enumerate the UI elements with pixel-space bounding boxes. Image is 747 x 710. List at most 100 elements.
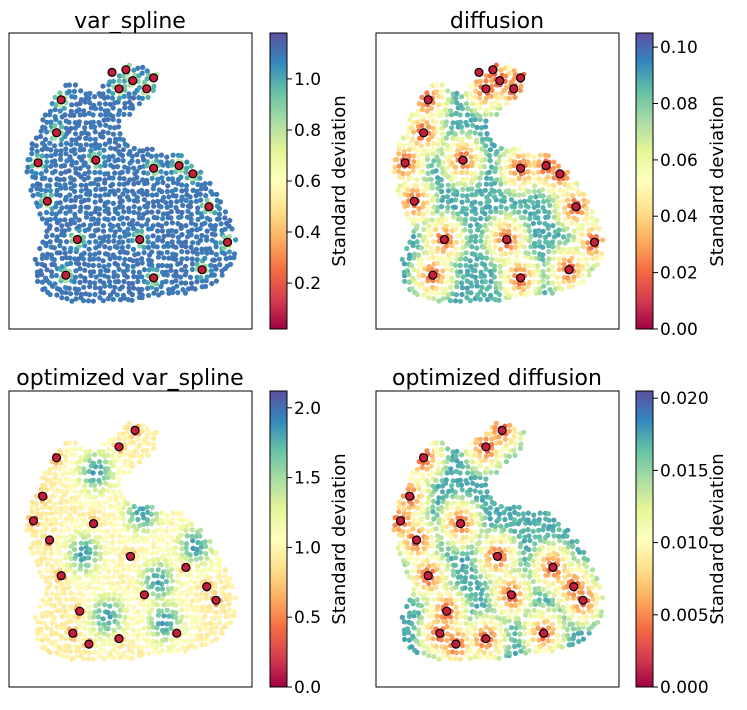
data-point [444,100,450,107]
data-point [90,620,96,627]
data-point [69,162,75,168]
data-point [139,545,145,552]
data-point [486,152,493,159]
data-point [178,638,184,644]
data-point [80,614,86,620]
data-point [97,295,103,301]
data-point [525,152,532,158]
data-point [202,220,208,226]
data-point [396,163,402,169]
data-point [105,609,111,616]
data-point [140,535,146,541]
data-point [29,146,35,152]
data-point [35,636,41,643]
data-point [110,533,116,539]
data-point [192,644,198,650]
data-point [493,231,499,237]
data-point [37,182,43,188]
data-point [126,91,132,97]
data-point [145,528,151,534]
data-point [473,233,479,240]
data-point [546,182,552,188]
data-point [115,569,121,575]
data-point [124,608,130,614]
data-point [82,171,88,177]
data-point [218,221,224,227]
data-point [81,153,87,159]
data-point [92,169,98,176]
panel-title: diffusion [450,9,544,34]
data-point [131,165,137,171]
data-point [487,147,493,153]
data-point [212,210,218,216]
data-point [63,146,69,152]
data-point [51,245,58,251]
data-point [139,223,145,229]
data-point [136,210,142,217]
data-point [396,146,402,152]
data-point [154,602,160,608]
data-point [198,211,204,217]
data-point [73,268,79,274]
data-point [111,233,117,239]
data-point [496,158,502,164]
data-point [486,284,492,290]
data-point [141,602,147,609]
data-point [39,153,45,159]
data-point [496,102,502,108]
data-point [92,527,98,534]
data-point [449,267,455,273]
data-point [203,543,209,550]
data-point [54,584,60,591]
data-point [506,223,512,229]
data-point [583,216,589,222]
data-point [29,526,35,533]
data-point [450,291,456,297]
data-point [211,630,217,636]
data-point [434,192,440,198]
data-point [173,256,179,263]
data-point [460,239,466,245]
data-point [63,140,70,146]
data-point [532,176,539,182]
data-point [478,238,484,244]
data-point [419,114,425,120]
data-point [146,267,152,273]
data-point [144,535,150,541]
data-point [448,108,454,114]
data-point [468,147,474,153]
data-point [448,222,454,228]
data-point [136,269,142,275]
data-point [440,141,446,147]
data-point [208,189,214,195]
data-point [76,243,82,249]
data-point [119,527,125,533]
data-point [440,166,446,172]
data-point [491,267,497,273]
data-point [520,153,527,159]
data-point [400,135,406,141]
data-point [100,228,107,234]
data-point [458,102,464,108]
data-point [110,511,116,517]
data-point [406,153,412,159]
data-point [467,228,474,234]
data-point [139,95,145,101]
data-point [430,140,437,146]
data-point [68,142,74,148]
data-point [513,267,519,273]
data-point [69,137,75,143]
data-point [170,510,176,516]
data-point [212,568,218,574]
data-point [496,297,502,303]
data-point [419,158,425,164]
data-point [511,204,517,210]
data-point [169,169,175,175]
data-point [149,504,155,510]
data-point [178,214,184,220]
data-point [134,168,140,174]
data-point [585,240,591,246]
data-point [415,192,421,198]
data-point [135,65,141,71]
data-point [135,538,141,544]
